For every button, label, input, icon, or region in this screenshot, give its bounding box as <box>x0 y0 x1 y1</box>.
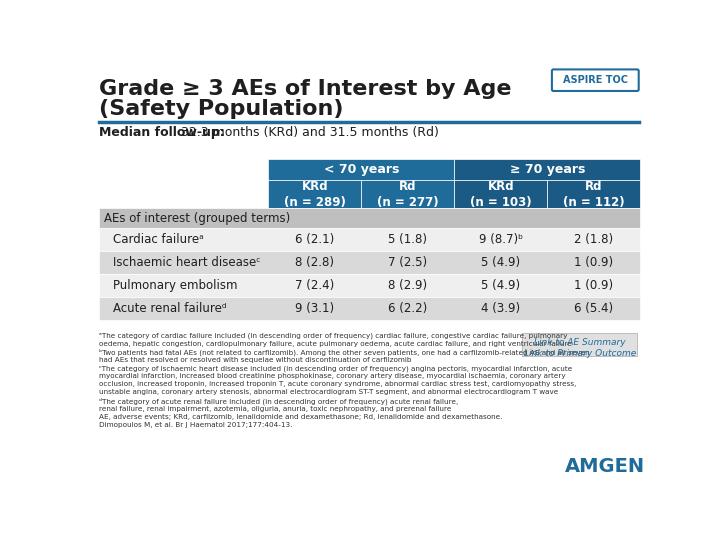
Text: Median follow-up:: Median follow-up: <box>99 126 225 139</box>
Text: 32.3 months (KRd) and 31.5 months (Rd): 32.3 months (KRd) and 31.5 months (Rd) <box>177 126 438 139</box>
Text: Grade ≥ 3 AEs of Interest by Age: Grade ≥ 3 AEs of Interest by Age <box>99 79 512 99</box>
Bar <box>454 159 640 180</box>
Text: occlusion, increased troponin, increased troponin T, acute coronary syndrome, ab: occlusion, increased troponin, increased… <box>99 381 577 387</box>
Bar <box>269 159 454 180</box>
Text: ᵈThe category of acute renal failure included (in descending order of frequency): ᵈThe category of acute renal failure inc… <box>99 397 459 405</box>
Text: AMGEN: AMGEN <box>565 457 645 476</box>
Bar <box>99 251 640 274</box>
Text: 9 (8.7)ᵇ: 9 (8.7)ᵇ <box>479 233 523 246</box>
Text: 6 (5.4): 6 (5.4) <box>574 302 613 315</box>
Text: Rd
(n = 277): Rd (n = 277) <box>377 180 438 208</box>
Text: ᵇTwo patients had fatal AEs (not related to carfilzomib). Among the other seven : ᵇTwo patients had fatal AEs (not related… <box>99 349 590 356</box>
Text: 5 (1.8): 5 (1.8) <box>388 233 427 246</box>
Text: 2 (1.8): 2 (1.8) <box>574 233 613 246</box>
Bar <box>99 298 640 320</box>
Bar <box>454 180 547 208</box>
Text: 8 (2.8): 8 (2.8) <box>295 256 334 269</box>
Text: ≥ 70 years: ≥ 70 years <box>510 163 585 176</box>
Text: AEs of interest (grouped terms): AEs of interest (grouped terms) <box>104 212 290 225</box>
Text: Link to AE Summary: Link to AE Summary <box>534 338 626 347</box>
Text: unstable angina, coronary artery stenosis, abnormal electrocardiogram ST-T segme: unstable angina, coronary artery stenosi… <box>99 389 559 395</box>
Bar <box>99 274 640 298</box>
Text: ᶜThe category of ischaemic heart disease included (in descending order of freque: ᶜThe category of ischaemic heart disease… <box>99 365 572 372</box>
Text: 5 (4.9): 5 (4.9) <box>481 279 521 292</box>
Text: Link to Primary Outcome: Link to Primary Outcome <box>523 349 636 358</box>
Text: ᵃThe category of cardiac failure included (in descending order of frequency) car: ᵃThe category of cardiac failure include… <box>99 333 567 339</box>
FancyBboxPatch shape <box>552 70 639 91</box>
Text: 5 (4.9): 5 (4.9) <box>481 256 521 269</box>
Bar <box>523 333 637 356</box>
Bar <box>361 180 454 208</box>
Text: AE, adverse events; KRd, carfilzomib, lenalidomide and dexamethasone; Rd, lenali: AE, adverse events; KRd, carfilzomib, le… <box>99 414 503 420</box>
Text: Acute renal failureᵈ: Acute renal failureᵈ <box>113 302 227 315</box>
Bar <box>547 180 640 208</box>
Text: 9 (3.1): 9 (3.1) <box>295 302 334 315</box>
Text: KRd
(n = 103): KRd (n = 103) <box>470 180 531 208</box>
Bar <box>99 208 640 228</box>
Text: KRd
(n = 289): KRd (n = 289) <box>284 180 346 208</box>
Text: (Safety Population): (Safety Population) <box>99 99 344 119</box>
Text: oedema, hepatic congestion, cardiopulmonary failure, acute pulmonary oedema, acu: oedema, hepatic congestion, cardiopulmon… <box>99 341 572 347</box>
Text: Pulmonary embolism: Pulmonary embolism <box>113 279 238 292</box>
Text: 7 (2.4): 7 (2.4) <box>295 279 334 292</box>
Text: Rd
(n = 112): Rd (n = 112) <box>563 180 624 208</box>
Text: 1 (0.9): 1 (0.9) <box>574 256 613 269</box>
Text: Dimopoulos M, et al. Br J Haematol 2017;177:404-13.: Dimopoulos M, et al. Br J Haematol 2017;… <box>99 422 292 428</box>
Text: < 70 years: < 70 years <box>323 163 399 176</box>
Text: 6 (2.2): 6 (2.2) <box>388 302 428 315</box>
Bar <box>269 180 361 208</box>
Text: ASPIRE TOC: ASPIRE TOC <box>563 75 628 85</box>
Text: Cardiac failureᵃ: Cardiac failureᵃ <box>113 233 204 246</box>
Text: 1 (0.9): 1 (0.9) <box>574 279 613 292</box>
Text: 8 (2.9): 8 (2.9) <box>388 279 427 292</box>
Text: Ischaemic heart diseaseᶜ: Ischaemic heart diseaseᶜ <box>113 256 261 269</box>
Text: 6 (2.1): 6 (2.1) <box>295 233 334 246</box>
Text: 7 (2.5): 7 (2.5) <box>388 256 427 269</box>
Text: 4 (3.9): 4 (3.9) <box>481 302 521 315</box>
Text: had AEs that resolved or resolved with sequelae without discontinuation of carfi: had AEs that resolved or resolved with s… <box>99 357 412 363</box>
Bar <box>99 228 640 251</box>
Text: renal failure, renal impairment, azotemia, oliguria, anuria, toxic nephropathy, : renal failure, renal impairment, azotemi… <box>99 406 451 411</box>
Text: myocardial infarction, increased blood creatinine phosphokinase, coronary artery: myocardial infarction, increased blood c… <box>99 373 566 379</box>
